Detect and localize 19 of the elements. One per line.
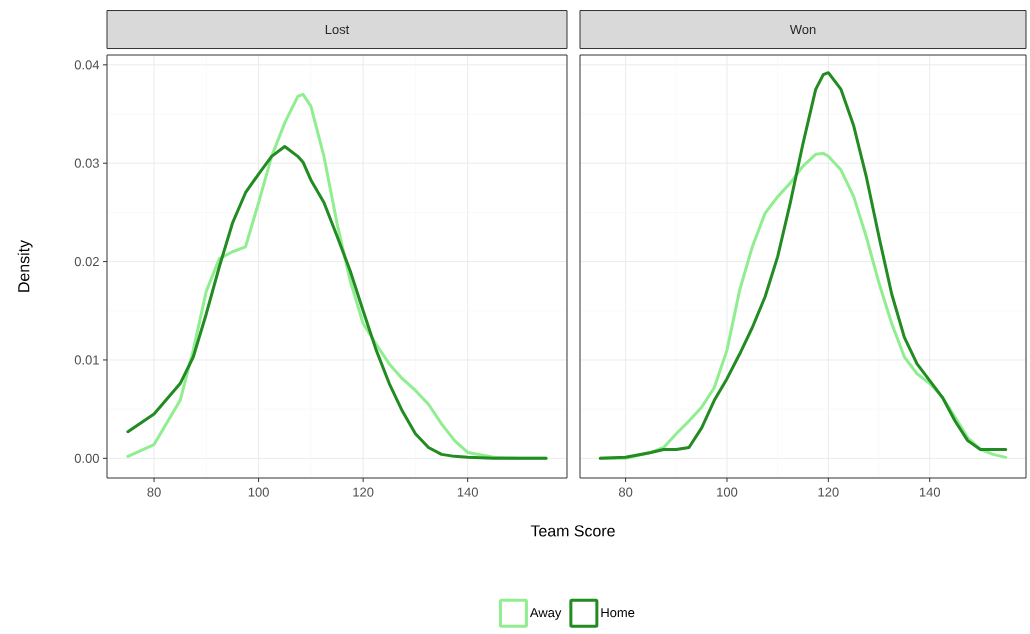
chart-title: Lost bbox=[325, 25, 350, 35]
x-tick-label: 140 bbox=[919, 487, 941, 497]
chart-title: Won bbox=[789, 25, 816, 35]
x-tick-label: 140 bbox=[457, 487, 478, 497]
x-axis-title: Team Score bbox=[530, 525, 615, 537]
legend-label: Home bbox=[601, 608, 635, 618]
x-tick-label: 80 bbox=[147, 487, 161, 497]
y-tick-label: 0.04 bbox=[74, 60, 100, 70]
legend-label: Away bbox=[529, 608, 562, 620]
x-tick-label: 80 bbox=[618, 487, 633, 497]
y-axis-title: Density bbox=[17, 239, 33, 292]
y-tick-label: 0.01 bbox=[74, 355, 99, 365]
x-tick-label: 100 bbox=[248, 487, 269, 497]
x-tick-label: 120 bbox=[353, 487, 374, 497]
x-tick-label: 120 bbox=[818, 487, 839, 497]
x-tick-label: 100 bbox=[717, 487, 738, 497]
y-tick-label: 0.03 bbox=[74, 158, 99, 168]
y-tick-label: 0.02 bbox=[74, 256, 99, 267]
y-tick-label: 0.00 bbox=[74, 453, 99, 463]
